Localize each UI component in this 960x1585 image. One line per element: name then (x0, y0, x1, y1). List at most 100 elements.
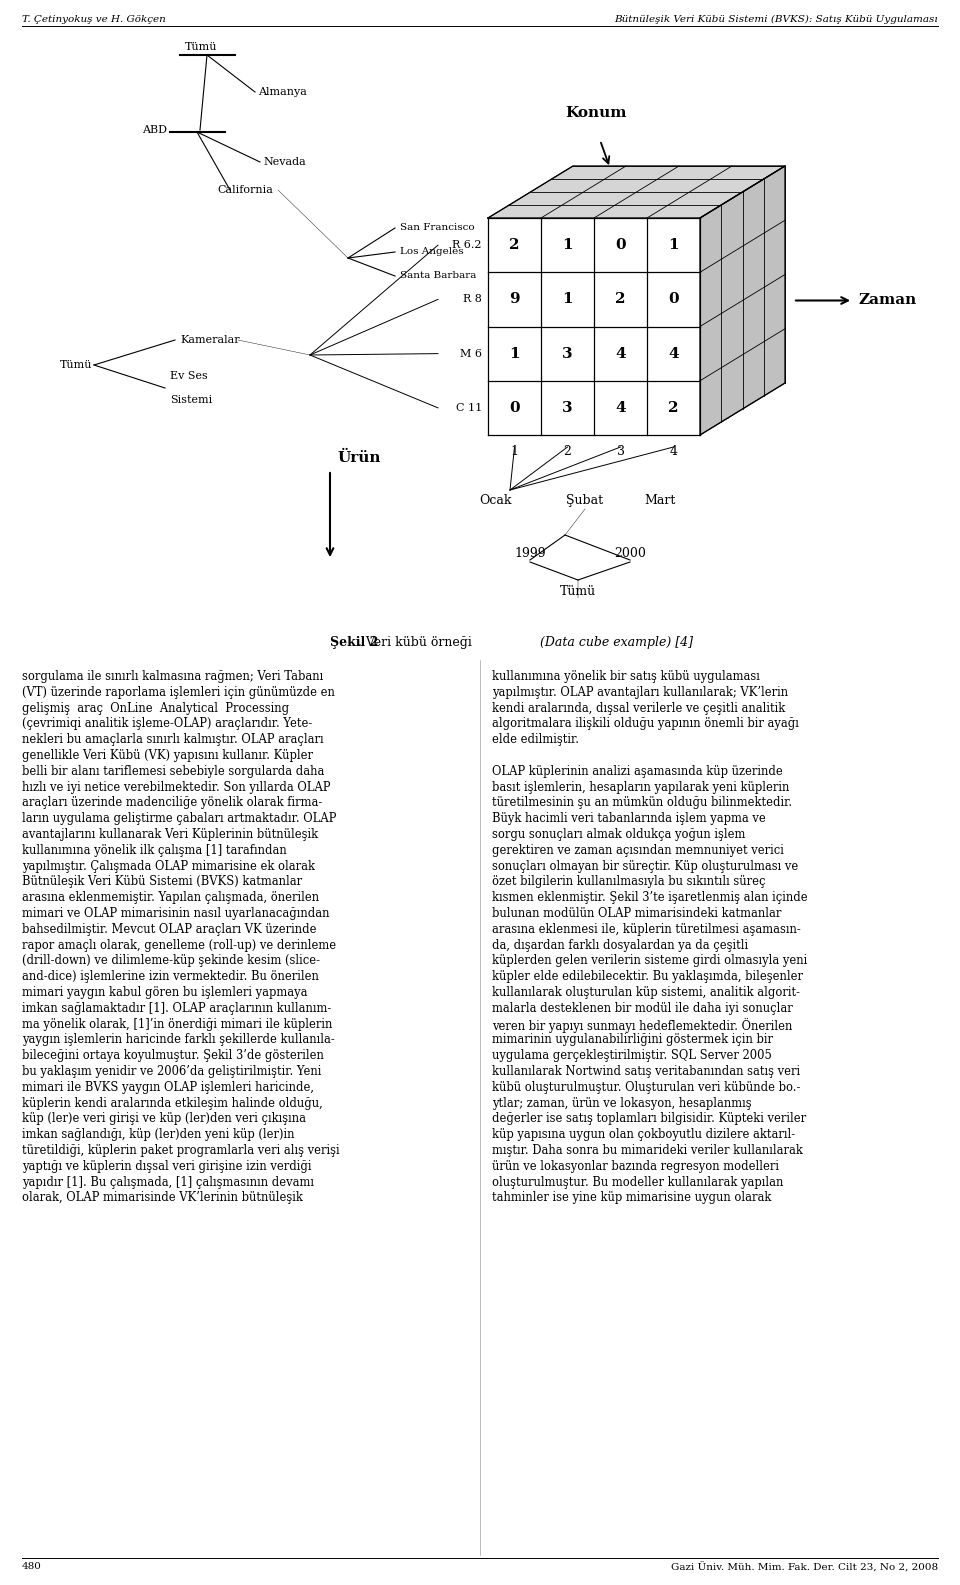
Text: kullanımına yönelik bir satış kübü uygulaması: kullanımına yönelik bir satış kübü uygul… (492, 670, 760, 683)
Text: 2: 2 (509, 238, 519, 252)
Text: 0: 0 (668, 292, 679, 306)
Text: elde edilmiştir.: elde edilmiştir. (492, 734, 579, 747)
Text: Almanya: Almanya (258, 87, 307, 97)
Text: da, dışardan farklı dosyalardan ya da çeşitli: da, dışardan farklı dosyalardan ya da çe… (492, 938, 748, 951)
Text: avantajlarını kullanarak Veri Küplerinin bütnüleşik: avantajlarını kullanarak Veri Küplerinin… (22, 827, 318, 842)
Text: küpler elde edilebilecektir. Bu yaklaşımda, bileşenler: küpler elde edilebilecektir. Bu yaklaşım… (492, 970, 803, 983)
Text: 1: 1 (668, 238, 679, 252)
Text: 1: 1 (511, 445, 518, 458)
Text: Ocak: Ocak (479, 495, 512, 507)
Text: olarak, OLAP mimarisinde VK’lerinin bütnüleşik: olarak, OLAP mimarisinde VK’lerinin bütn… (22, 1192, 302, 1205)
Text: kullanılarak oluşturulan küp sistemi, analitik algorit-: kullanılarak oluşturulan küp sistemi, an… (492, 986, 800, 999)
Text: değerler ise satış toplamları bilgisidir. Küpteki veriler: değerler ise satış toplamları bilgisidir… (492, 1113, 806, 1125)
Text: Zaman: Zaman (858, 293, 916, 307)
Text: küp yapısına uygun olan çokboyutlu dizilere aktarıl-: küp yapısına uygun olan çokboyutlu dizil… (492, 1129, 795, 1141)
Text: hızlı ve iyi netice verebilmektedir. Son yıllarda OLAP: hızlı ve iyi netice verebilmektedir. Son… (22, 780, 330, 794)
Text: M 6: M 6 (460, 349, 482, 358)
Text: (drill-down) ve dilimleme-küp şekinde kesim (slice-: (drill-down) ve dilimleme-küp şekinde ke… (22, 954, 320, 967)
Text: imkan sağlandığı, küp (ler)den yeni küp (ler)in: imkan sağlandığı, küp (ler)den yeni küp … (22, 1129, 295, 1141)
Text: mimarinin uygulanabilirliğini göstermek için bir: mimarinin uygulanabilirliğini göstermek … (492, 1033, 773, 1046)
Text: yaptığı ve küplerin dışsal veri girişine izin verdiği: yaptığı ve küplerin dışsal veri girişine… (22, 1160, 311, 1173)
Text: nekleri bu amaçlarla sınırlı kalmıştır. OLAP araçları: nekleri bu amaçlarla sınırlı kalmıştır. … (22, 734, 324, 747)
Text: tahminler ise yine küp mimarisine uygun olarak: tahminler ise yine küp mimarisine uygun … (492, 1192, 772, 1205)
Text: Gazi Üniv. Müh. Mim. Fak. Der. Cilt 23, No 2, 2008: Gazi Üniv. Müh. Mim. Fak. Der. Cilt 23, … (671, 1561, 938, 1572)
Text: 4: 4 (615, 401, 626, 415)
Text: 4: 4 (668, 347, 679, 361)
Text: 3: 3 (563, 347, 573, 361)
Text: kullanılarak Nortwind satış veritabanından satış veri: kullanılarak Nortwind satış veritabanınd… (492, 1065, 800, 1078)
Text: Tümü: Tümü (560, 585, 596, 598)
Text: kısmen eklenmiştir. Şekil 3’te işaretlenmiş alan içinde: kısmen eklenmiştir. Şekil 3’te işaretlen… (492, 891, 807, 903)
Text: kendi aralarında, dışsal verilerle ve çeşitli analitik: kendi aralarında, dışsal verilerle ve çe… (492, 702, 785, 715)
Text: Nevada: Nevada (263, 157, 305, 166)
Text: ytlar; zaman, ürün ve lokasyon, hesaplanmış: ytlar; zaman, ürün ve lokasyon, hesaplan… (492, 1097, 752, 1110)
Text: bileceğini ortaya koyulmuştur. Şekil 3’de gösterilen: bileceğini ortaya koyulmuştur. Şekil 3’d… (22, 1049, 324, 1062)
Text: araçları üzerinde madenciliğe yönelik olarak firma-: araçları üzerinde madenciliğe yönelik ol… (22, 796, 323, 810)
Text: mimari ve OLAP mimarisinin nasıl uyarlanacağından: mimari ve OLAP mimarisinin nasıl uyarlan… (22, 907, 329, 919)
Text: sorgulama ile sınırlı kalmasına rağmen; Veri Tabanı: sorgulama ile sınırlı kalmasına rağmen; … (22, 670, 324, 683)
Text: Santa Barbara: Santa Barbara (400, 271, 476, 281)
Text: kübü oluşturulmuştur. Oluşturulan veri kübünde bo.-: kübü oluşturulmuştur. Oluşturulan veri k… (492, 1081, 801, 1094)
Text: 1: 1 (563, 238, 573, 252)
Text: 2: 2 (615, 292, 626, 306)
Text: (VT) üzerinde raporlama işlemleri için günümüzde en: (VT) üzerinde raporlama işlemleri için g… (22, 686, 335, 699)
Text: . Veri kübü örneği: . Veri kübü örneği (358, 636, 476, 648)
Text: 2000: 2000 (614, 547, 646, 560)
Text: malarla desteklenen bir modül ile daha iyi sonuçlar: malarla desteklenen bir modül ile daha i… (492, 1002, 793, 1014)
Text: Kameralar: Kameralar (180, 334, 240, 346)
Text: veren bir yapıyı sunmayı hedeflemektedir. Önerilen: veren bir yapıyı sunmayı hedeflemektedir… (492, 1018, 792, 1032)
Text: Bütnüleşik Veri Kübü Sistemi (BVKS) katmanlar: Bütnüleşik Veri Kübü Sistemi (BVKS) katm… (22, 875, 302, 889)
Text: mıştır. Daha sonra bu mimarideki veriler kullanılarak: mıştır. Daha sonra bu mimarideki veriler… (492, 1144, 803, 1157)
Text: küplerden gelen verilerin sisteme girdi olmasıyla yeni: küplerden gelen verilerin sisteme girdi … (492, 954, 807, 967)
Text: ma yönelik olarak, [1]’in önerdiği mimari ile küplerin: ma yönelik olarak, [1]’in önerdiği mimar… (22, 1018, 332, 1030)
Text: arasına eklenmemiştir. Yapılan çalışmada, önerilen: arasına eklenmemiştir. Yapılan çalışmada… (22, 891, 319, 903)
Text: 480: 480 (22, 1561, 42, 1571)
Text: rapor amaçlı olarak, genelleme (roll-up) ve derinleme: rapor amaçlı olarak, genelleme (roll-up)… (22, 938, 336, 951)
Text: 3: 3 (563, 401, 573, 415)
Text: 0: 0 (615, 238, 626, 252)
Text: yapılmıştır. Çalışmada OLAP mimarisine ek olarak: yapılmıştır. Çalışmada OLAP mimarisine e… (22, 859, 315, 873)
Text: 2: 2 (564, 445, 571, 458)
Text: gerektiren ve zaman açısından memnuniyet verici: gerektiren ve zaman açısından memnuniyet… (492, 843, 784, 857)
Text: 3: 3 (616, 445, 625, 458)
Text: basıt işlemlerin, hesapların yapılarak yeni küplerin: basıt işlemlerin, hesapların yapılarak y… (492, 780, 789, 794)
Text: türetilmesinin şu an mümkün olduğu bilinmektedir.: türetilmesinin şu an mümkün olduğu bilin… (492, 796, 792, 810)
Text: sorgu sonuçları almak oldukça yoğun işlem: sorgu sonuçları almak oldukça yoğun işle… (492, 827, 745, 842)
Text: Mart: Mart (644, 495, 676, 507)
Polygon shape (700, 166, 785, 434)
Text: California: California (217, 185, 273, 195)
Text: ABD: ABD (142, 125, 167, 135)
Text: belli bir alanı tariflemesi sebebiyle sorgularda daha: belli bir alanı tariflemesi sebebiyle so… (22, 766, 324, 778)
Text: kullanımına yönelik ilk çalışma [1] tarafından: kullanımına yönelik ilk çalışma [1] tara… (22, 843, 287, 857)
Text: Los Angeles: Los Angeles (400, 247, 464, 257)
Text: imkan sağlamaktadır [1]. OLAP araçlarının kullanım-: imkan sağlamaktadır [1]. OLAP araçlarını… (22, 1002, 331, 1014)
Text: 1: 1 (509, 347, 519, 361)
Text: Ürün: Ürün (338, 450, 381, 464)
Text: 0: 0 (509, 401, 519, 415)
Text: 4: 4 (615, 347, 626, 361)
Text: R 8: R 8 (463, 295, 482, 304)
Text: algoritmalara ilişkili olduğu yapının önemli bir ayağı: algoritmalara ilişkili olduğu yapının ön… (492, 718, 799, 731)
Text: and-dice) işlemlerine izin vermektedir. Bu önerilen: and-dice) işlemlerine izin vermektedir. … (22, 970, 319, 983)
Text: Bütnüleşik Veri Kübü Sistemi (BVKS): Satış Kübü Uygulaması: Bütnüleşik Veri Kübü Sistemi (BVKS): Sat… (614, 14, 938, 24)
Text: uygulama gerçekleştirilmiştir. SQL Server 2005: uygulama gerçekleştirilmiştir. SQL Serve… (492, 1049, 772, 1062)
Text: (Data cube example) [4]: (Data cube example) [4] (540, 636, 693, 648)
Text: mimari ile BVKS yaygın OLAP işlemleri haricinde,: mimari ile BVKS yaygın OLAP işlemleri ha… (22, 1081, 314, 1094)
Text: Konum: Konum (565, 106, 627, 120)
Text: R 6.2: R 6.2 (452, 239, 482, 250)
Text: 9: 9 (509, 292, 519, 306)
Polygon shape (488, 219, 700, 434)
Text: 1: 1 (563, 292, 573, 306)
Text: (çevrimiqi analitik işleme-OLAP) araçlarıdır. Yete-: (çevrimiqi analitik işleme-OLAP) araçlar… (22, 718, 312, 731)
Text: yapıdır [1]. Bu çalışmada, [1] çalışmasının devamı: yapıdır [1]. Bu çalışmada, [1] çalışması… (22, 1176, 314, 1189)
Text: T. Çetinyokuş ve H. Gökçen: T. Çetinyokuş ve H. Gökçen (22, 14, 166, 24)
Text: genellikle Veri Kübü (VK) yapısını kullanır. Küpler: genellikle Veri Kübü (VK) yapısını kulla… (22, 750, 313, 762)
Text: özet bilgilerin kullanılmasıyla bu sıkıntılı süreç: özet bilgilerin kullanılmasıyla bu sıkın… (492, 875, 765, 889)
Text: bu yaklaşım yenidir ve 2006’da geliştirilmiştir. Yeni: bu yaklaşım yenidir ve 2006’da geliştiri… (22, 1065, 322, 1078)
Text: bahsedilmiştir. Mevcut OLAP araçları VK üzerinde: bahsedilmiştir. Mevcut OLAP araçları VK … (22, 922, 317, 935)
Text: yapılmıştır. OLAP avantajları kullanılarak; VK’lerin: yapılmıştır. OLAP avantajları kullanılar… (492, 686, 788, 699)
Text: Ev Ses: Ev Ses (170, 371, 207, 380)
Text: sonuçları olmayan bir süreçtir. Küp oluşturulması ve: sonuçları olmayan bir süreçtir. Küp oluş… (492, 859, 799, 873)
Text: C 11: C 11 (456, 403, 482, 412)
Text: türetildiği, küplerin paket programlarla veri alış verişi: türetildiği, küplerin paket programlarla… (22, 1144, 340, 1157)
